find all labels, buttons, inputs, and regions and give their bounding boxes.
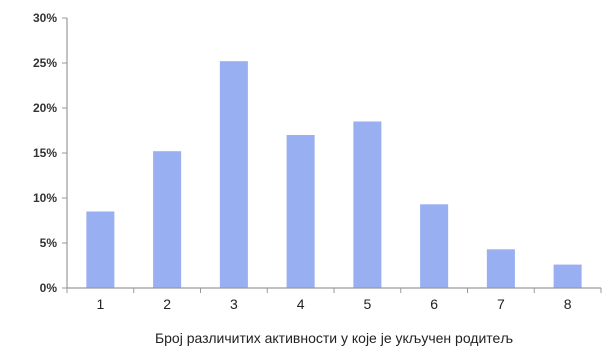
bar-2 <box>153 151 182 288</box>
y-axis-ticks: 0% 5% 10% 15% 20% 25% 30% <box>33 11 67 295</box>
x-tick-label-3: 3 <box>230 296 238 312</box>
bar-7 <box>486 249 515 288</box>
x-tick-label-5: 5 <box>363 296 371 312</box>
x-tick-label-6: 6 <box>430 296 438 312</box>
x-tick-label-8: 8 <box>564 296 572 312</box>
x-tick-label-7: 7 <box>497 296 505 312</box>
bar-6 <box>420 204 449 288</box>
y-tick-label: 0% <box>40 281 58 295</box>
y-tick-label: 10% <box>33 191 57 205</box>
bar-8 <box>553 264 582 288</box>
y-tick-label: 30% <box>33 11 57 25</box>
bar-3 <box>219 61 248 289</box>
bars <box>86 61 582 289</box>
x-axis-title: Број различитих активности у које је укљ… <box>155 330 513 346</box>
x-tick-label-1: 1 <box>96 296 104 312</box>
bar-4 <box>286 135 315 288</box>
x-axis-ticks: 1 2 3 4 5 6 7 8 <box>66 288 602 312</box>
y-tick-label: 5% <box>40 236 58 250</box>
bar-5 <box>353 121 382 288</box>
x-tick-label-4: 4 <box>297 296 305 312</box>
x-tick-label-2: 2 <box>163 296 171 312</box>
y-tick-label: 15% <box>33 146 57 160</box>
bar-1 <box>86 211 115 288</box>
y-tick-label: 25% <box>33 56 57 70</box>
y-tick-label: 20% <box>33 101 57 115</box>
